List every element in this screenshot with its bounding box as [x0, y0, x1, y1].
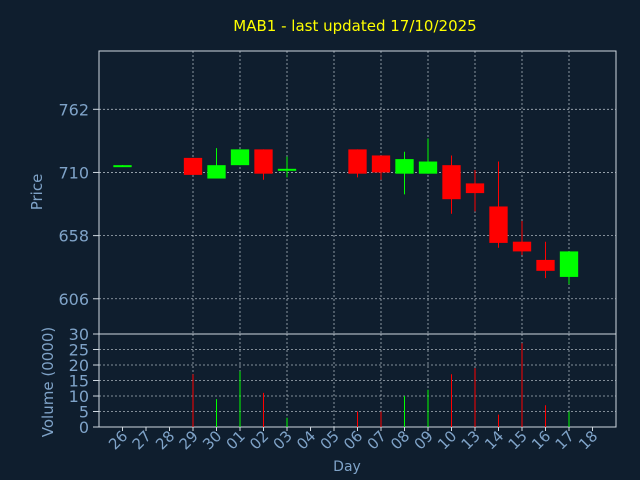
candle-body [254, 149, 273, 174]
volume-tick-label: 10 [69, 387, 89, 406]
price-tick-label: 658 [58, 227, 89, 246]
volume-axis-label: Volume (0000) [39, 327, 57, 437]
candle-body [207, 165, 226, 179]
candle-body [277, 168, 297, 171]
price-tick-label: 762 [58, 100, 89, 119]
candles [113, 138, 579, 285]
candle-body [348, 149, 367, 174]
volume-bars [192, 343, 570, 427]
candle-body [230, 149, 250, 166]
volume-tick-label: 0 [79, 418, 89, 437]
volume-tick-label: 5 [79, 403, 89, 422]
candle-body [395, 159, 414, 174]
volume-tick-label: 30 [69, 325, 89, 344]
price-axis-label: Price [28, 174, 46, 211]
volume-tick-label: 20 [69, 356, 89, 375]
candle-body [113, 165, 132, 168]
price-panel: 762 710 658 606 [58, 50, 617, 335]
candle-body [559, 251, 579, 277]
candle-body [371, 155, 391, 173]
chart-title: MAB1 - last updated 17/10/2025 [233, 17, 476, 35]
candle-body [536, 259, 555, 271]
price-tick-label: 606 [58, 290, 89, 309]
candle-body [442, 165, 461, 200]
price-tick-label: 710 [58, 163, 89, 182]
candle-body [489, 206, 508, 243]
candle-body [418, 161, 438, 174]
x-axis-label: Day [333, 459, 361, 475]
candle-body [512, 241, 532, 252]
volume-tick-label: 25 [69, 341, 89, 360]
candle-body [465, 183, 485, 194]
candle-body [183, 157, 203, 175]
volume-tick-label: 15 [69, 372, 89, 391]
price-axis: 762 710 658 606 [58, 100, 99, 309]
